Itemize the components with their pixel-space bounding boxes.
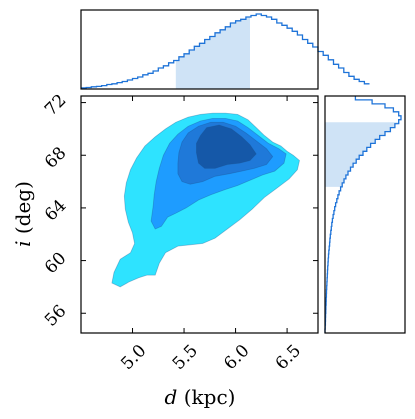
x-tick-label: 6.0 [220,341,253,374]
joint-frame [80,95,319,334]
y-tick-label: 72 [41,91,70,120]
marginal-i-shaded-region [325,122,399,187]
y-tick-label: 64 [41,196,70,225]
marginal-i-frame [324,95,406,334]
x-tick-label: 6.5 [272,341,305,374]
y-tick-label: 60 [41,249,70,278]
joint-panel [80,95,319,334]
marginal-i-panel [324,95,406,334]
marginal-d-histogram [81,13,370,89]
marginal-d-panel [80,9,370,90]
y-axis-label: i (deg) [11,181,35,247]
x-tick-label: 5.5 [169,341,202,374]
contour-level-4 [196,124,257,169]
x-tick-label: 5.0 [117,341,150,374]
y-tick-label: 68 [41,143,70,172]
y-tick-label: 56 [41,301,70,330]
x-axis-label: d (kpc) [165,385,236,409]
marginal-i-histogram [324,96,402,333]
marginal-d-frame [80,9,319,90]
marginal-d-shaded-region [175,17,250,89]
